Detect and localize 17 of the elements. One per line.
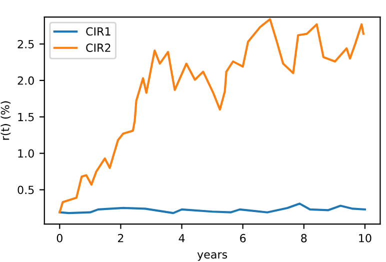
legend-label: CIR1	[86, 27, 110, 36]
x-tick-label: 8	[301, 234, 307, 242]
x-tick-label: 10	[359, 234, 372, 242]
x-tick-label: 6	[240, 234, 246, 242]
y-tick-label: 2.5	[18, 40, 34, 48]
y-tick-label: 2.0	[18, 76, 34, 85]
y-tick-label: 1.5	[18, 112, 34, 122]
x-tick-label: 4	[178, 234, 185, 242]
y-axis-title: r(t) (%)	[0, 101, 11, 140]
line-series	[58, 202, 366, 214]
line-series	[58, 18, 364, 214]
y-tick-label: 0.5	[18, 186, 34, 194]
y-tick-label: 1.0	[18, 149, 34, 158]
x-axis-title: years	[197, 252, 228, 261]
legend-label: CIR2	[86, 44, 110, 52]
x-tick-label: 2	[118, 234, 124, 242]
x-tick-label: 0	[56, 234, 62, 242]
